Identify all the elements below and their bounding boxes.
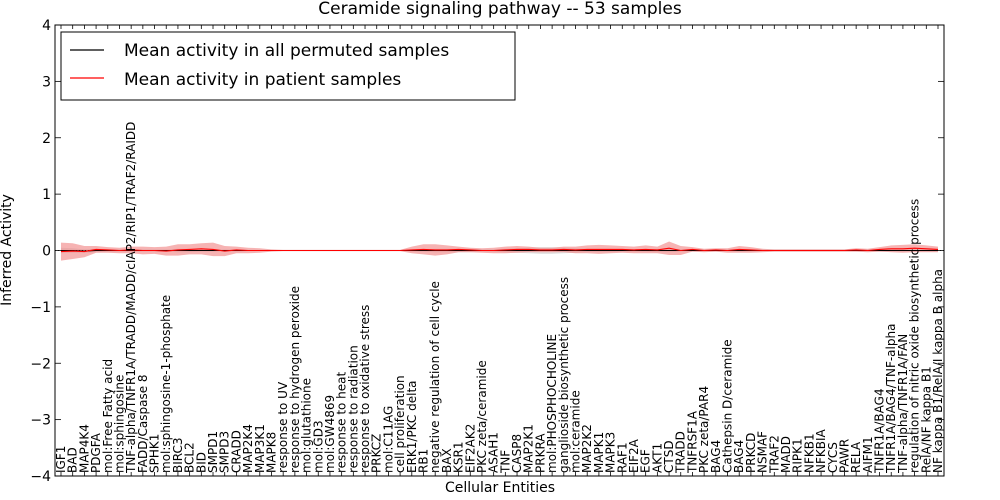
series-line-patient [60,247,939,253]
x-tick-label: RELA [849,441,863,473]
x-tick-label: CASP8 [510,434,524,473]
x-tick-label: mol:glutathione [300,378,314,473]
x-tick-label: MAP2K1 [522,424,536,473]
y-axis-label: Inferred Activity [0,194,15,306]
x-tick-label: SMPD3 [218,431,232,473]
x-tick-label: NFKBIA [814,428,828,473]
x-tick-label: MAP2K4 [241,424,255,473]
series-lines [60,247,939,253]
y-tick-label: 1 [42,187,51,203]
x-tick-label: mol:Free Fatty acid [101,359,115,473]
x-tick-label: PKC zeta/ceramide [475,360,489,473]
x-tick-label: RB1 [417,449,431,473]
x-tick-label: TNFRSF1A [685,410,699,474]
x-tick-label: response to radiation [346,345,360,473]
x-tick-label: BAG4 [709,440,723,473]
x-tick-label: negative regulation of cell cycle [428,281,442,473]
legend-box [60,31,516,101]
x-tick-label: AIFM1 [861,436,875,473]
x-tick-label: Cathepsin D/ceramide [721,339,735,473]
x-tick-label: mol:GD3 [311,420,325,473]
x-tick-label: mol:C11AG [381,406,395,473]
x-tick-label: mol:GW4869 [323,395,337,473]
y-tick-label: 4 [42,18,51,34]
x-tick-label: NSMAF [756,431,770,473]
y-tick-label: 0 [42,244,51,260]
x-tick-label: NFKB1 [802,433,816,473]
x-tick-label: PRKCD [744,433,758,473]
x-tick-label: KSR1 [452,442,466,473]
y-tick-label: −2 [30,356,51,372]
x-tick-label: mol:ceramide [569,390,583,473]
y-tick-label: 2 [42,131,51,147]
x-tick-label: RelA/NF kappa B1 [919,366,933,473]
x-tick-label: TRADD [674,431,688,474]
x-tick-label: MAPK8 [265,432,279,473]
x-tick-label: regulation of nitric oxide biosynthetic … [908,199,922,473]
chart-title: Ceramide signaling pathway -- 53 samples [318,0,682,19]
x-tick-label: response to UV [276,381,290,473]
x-tick-label: TNF-alpha/TNFR1A/FAN [896,334,910,474]
x-tick-label: ASAH1 [487,432,501,473]
x-tick-label: MAPK1 [592,432,606,473]
x-tick-label: TNFR1A/BAG4/TNF-alpha [884,324,898,474]
x-tick-label: PKC zeta/PAR4 [697,386,711,473]
x-tick-label: PRKCZ [370,434,384,473]
x-tick-label: PDGFA [89,432,103,473]
x-axis-label: Cellular Entities [445,480,555,496]
x-tick-label: MAP2K2 [580,424,594,473]
x-tick-label: response to hydrogen peroxide [288,286,302,473]
x-tick-label: response to heat [335,371,349,473]
x-tick-label: TRAF2 [767,435,781,474]
x-tick-label: mol:sphingosine-1-phosphate [159,295,173,473]
x-tick-label: TNFR1A/BAG4 [873,388,887,474]
x-tick-label: CRADD [229,430,243,473]
y-tick-label: 3 [42,74,51,90]
x-tick-label: MADD [779,436,793,473]
x-tick-label: AKT1 [650,443,664,473]
x-tick-label: NF kappa B1/RelA/I kappa B alpha [931,269,945,473]
x-tick-label: PRKRA [533,433,547,473]
plot-frame [54,24,945,477]
x-tick-label: EIF2AK2 [463,424,477,473]
x-tick-label: CTSD [662,440,676,473]
x-tick-label: ERK1/PKC delta [405,380,419,473]
x-tick-label: mol:sphingosine [113,375,127,473]
x-tick-label: BIRC3 [171,437,185,473]
x-tick-label: TNF-alpha/TNFR1A/TRADD/MADD/cIAP2/RIP1/T… [124,122,138,474]
x-tick-label: SMPD1 [206,431,220,473]
legend: Mean activity in all permuted samples Me… [60,31,516,101]
x-tick-label: RAF1 [615,442,629,473]
x-tick-label: MAPK3 [604,432,618,473]
x-tick-label: MAP3K1 [253,424,267,473]
x-tick-label: EGF [639,449,653,473]
x-tick-label: BAD [66,447,80,473]
x-tick-label: BAX [440,448,454,473]
x-tick-label: PAWR [838,439,852,473]
x-tick-label: SPHK1 [148,434,162,473]
x-tick-label: BAG4 [732,440,746,473]
legend-label-permuted: Mean activity in all permuted samples [124,41,449,61]
x-tick-label: response to oxidative stress [358,305,372,473]
x-tick-label: RIPK1 [791,438,805,473]
x-tick-label: CYCS [826,442,840,473]
x-tick-label: TNF [498,450,512,474]
x-tick-label: FADD/Caspase 8 [136,374,150,473]
x-tick-label: cell proliferation [393,375,407,473]
y-tick-label: −3 [30,413,51,429]
x-tick-marks [60,25,939,476]
y-tick-label: −4 [30,469,51,485]
x-tick-label: BID [194,452,208,473]
x-tick-label: IGF1 [54,446,68,473]
y-tick-label: −1 [30,300,51,316]
x-tick-label: BCL2 [183,442,197,473]
x-tick-label: MAP4K4 [77,424,91,473]
x-tick-label: mol:PHOSPHOCHOLINE [545,334,559,473]
x-tick-label: EIF2A [627,438,641,473]
x-tick-label: ganglioside biosynthetic process [557,277,571,473]
legend-label-patient: Mean activity in patient samples [124,70,401,90]
